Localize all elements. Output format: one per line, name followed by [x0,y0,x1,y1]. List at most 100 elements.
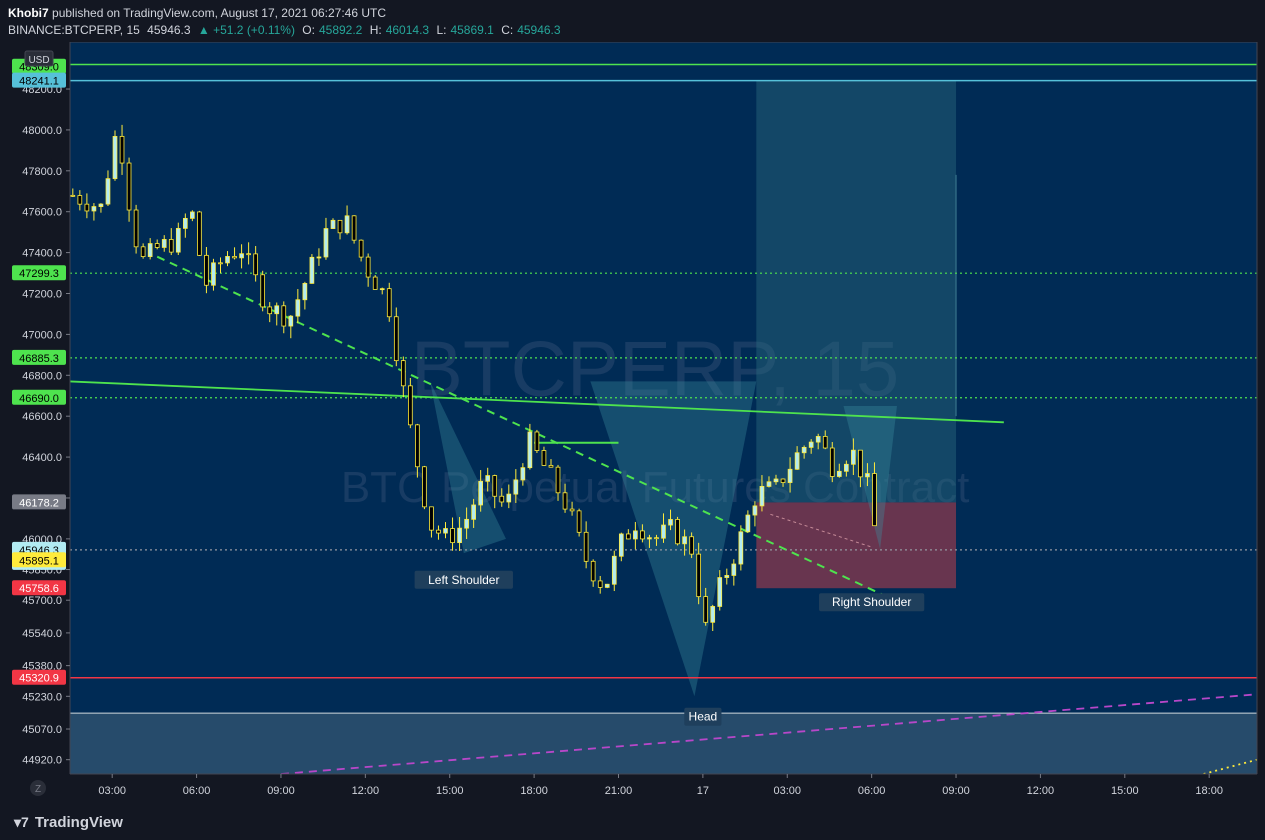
candle-body [450,528,455,544]
candle-body [288,315,294,327]
candle [379,287,385,295]
candle-body [527,431,533,469]
candle-body [119,136,125,164]
currency-label: USD [28,55,49,66]
candle-body [541,450,547,466]
candle-body [590,560,596,582]
candle-body [443,528,448,534]
candle [766,476,772,488]
candle [246,242,251,265]
candle [351,215,357,244]
candle [239,244,244,269]
candle-body [175,228,181,253]
annotation-label: Left Shoulder [428,573,499,587]
symbol-ohlc-line: BINANCE:BTCPERP, 15 45946.3 ▲ +51.2 (+0.… [8,23,565,37]
x-tick-label: 03:00 [98,785,126,797]
y-tick-label: 45540.0 [22,628,62,640]
candle-body [239,253,244,259]
candle [267,302,273,323]
last-price: 45946.3 [147,23,191,37]
candle-body [752,505,758,516]
candle [98,203,104,213]
candle [548,459,554,468]
high-value: 46014.3 [385,23,430,37]
candle-body [668,519,673,526]
price-change: ▲ +51.2 (+0.11%) [197,23,295,37]
candle-body [654,537,659,540]
candle-body [457,527,462,544]
candle [274,302,280,326]
symbol-name[interactable]: BINANCE:BTCPERP, 15 [8,23,140,37]
candle [773,474,779,485]
candle [858,449,863,488]
candle [400,356,406,398]
candle [822,430,828,450]
y-tick-label: 48000.0 [22,125,62,137]
candle-body [865,473,870,478]
candle-body [372,276,378,290]
candle-body [703,596,709,623]
candle-body [253,253,258,276]
candle-body [513,479,519,495]
x-tick-label: 17 [697,785,709,797]
candle [843,460,849,477]
candle [309,254,315,284]
candle [815,433,821,450]
annotation-bg [684,707,722,726]
candle [682,529,687,556]
high-label: H: [369,23,382,37]
candle [105,170,111,207]
candles-group [70,124,877,631]
x-tick-label: 09:00 [267,785,295,797]
pattern-triangle [430,381,506,554]
candle [281,301,287,334]
candle [471,498,476,528]
candle-body [766,481,772,487]
y-tick-label: 47600.0 [22,207,62,219]
chart-footer: ▾7 TradingView [0,804,1265,840]
x-tick-label: 09:00 [942,785,970,797]
candle [133,204,139,254]
candle-body [611,555,617,585]
candle [147,238,153,260]
candle-body [836,470,842,477]
low-value: 45869.1 [450,23,494,37]
candle [316,248,322,266]
candle [787,457,793,493]
candle-body [140,246,146,257]
price-tag-label: 46178.2 [19,497,59,509]
candle [330,218,336,230]
level-tag [12,265,66,281]
candle [140,243,146,259]
pattern-triangle [590,381,757,697]
candle-body [365,256,371,278]
candle-body [84,203,90,212]
candle-body [548,464,554,468]
candle-body [112,136,118,180]
candle-body [583,531,589,562]
candle [752,501,758,527]
candle-body [337,219,343,234]
tradingview-logo[interactable]: ▾7 TradingView [14,814,123,831]
author-name[interactable]: Khobi7 [8,6,49,20]
candle-body [379,288,385,291]
candle [154,239,160,250]
timezone-button-icon [30,780,46,796]
candle [443,522,448,539]
candle [408,377,413,429]
tradingview-mark-icon: ▾7 [14,814,29,830]
candle [197,210,202,256]
candle [794,446,800,470]
candle-body [485,475,491,482]
candle [323,217,329,260]
candle-body [197,211,202,256]
candle-body [70,194,76,197]
tradingview-logo-text: TradingView [34,814,123,831]
candle [499,488,505,507]
candle [703,587,709,626]
candle-body [400,360,406,387]
y-tick-label: 47800.0 [22,166,62,178]
candle-body [626,533,631,540]
x-tick-label: 06:00 [183,785,211,797]
